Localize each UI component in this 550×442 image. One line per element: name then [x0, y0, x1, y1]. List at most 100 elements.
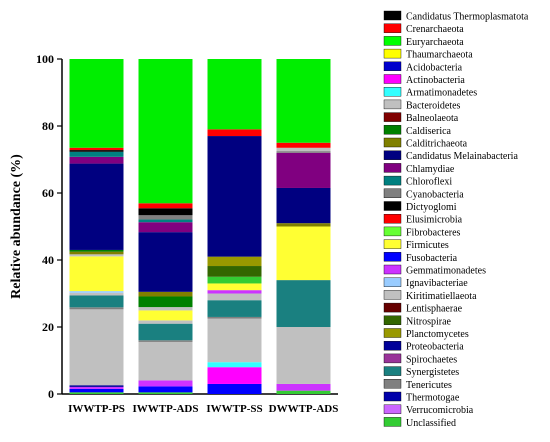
bar-segment [138, 380, 193, 387]
x-tick-label: IWWTP-ADS [132, 403, 198, 415]
bar-segment [207, 290, 262, 294]
legend-swatch [383, 175, 402, 186]
legend-label: Gemmatimonadetes [406, 266, 486, 277]
legend-label: Kiritimatiellaeota [406, 291, 477, 302]
legend-swatch [383, 150, 402, 160]
bar-segment [138, 296, 193, 308]
x-tick-label: DWWTP-ADS [269, 403, 339, 415]
bar-segment [138, 386, 193, 393]
bar-segment [207, 129, 262, 137]
legend-label: Verrucomicrobia [406, 405, 474, 416]
legend-item: Dictyoglomi [383, 201, 457, 213]
bar-segment [69, 251, 124, 255]
legend-item: Chlamydiae [383, 163, 455, 175]
legend-label: Fusobacteria [406, 253, 458, 264]
legend-item: Fusobacteria [383, 252, 458, 264]
legend-label: Proteobacteria [406, 342, 464, 353]
bar-segment [276, 147, 331, 152]
y-tick-label: 100 [36, 52, 54, 66]
legend-item: Balneolaeota [383, 112, 459, 124]
legend-item: Acidobacteria [383, 61, 463, 73]
legend-label: Tenericutes [406, 380, 452, 391]
bar-segment [69, 254, 124, 257]
legend-label: Firmicutes [406, 240, 449, 251]
legend-swatch [383, 74, 402, 84]
legend-swatch [383, 86, 402, 97]
legend-swatch [383, 213, 402, 224]
legend-item: Thaumarchaeota [383, 48, 473, 61]
bar-segment [138, 392, 193, 394]
legend-label: Euryarchaeota [406, 37, 464, 48]
legend-swatch [383, 252, 402, 262]
legend-item: Tenericutes [383, 379, 452, 391]
legend-item: Fibrobacteres [383, 226, 461, 238]
y-axis-ticks: 0 20 40 60 80 100 [36, 52, 62, 401]
bar-iwwtp-ads [138, 59, 193, 394]
legend-label: Thermotogae [406, 393, 460, 404]
bar-segment [69, 151, 124, 157]
legend-label: Spirochaetes [406, 354, 457, 365]
legend-swatch [383, 137, 402, 148]
legend-item: Caldiserica [383, 125, 452, 137]
legend-label: Actinobacteria [406, 75, 465, 86]
bar-segment [138, 215, 193, 220]
bar-segment [69, 292, 124, 296]
legend-swatch [383, 61, 402, 71]
legend-label: Synergistetes [406, 367, 459, 378]
y-tick-label: 0 [48, 387, 54, 401]
bar-segment [207, 300, 262, 317]
legend-swatch [383, 10, 402, 21]
legend-swatch [383, 366, 402, 376]
bar-segment [276, 59, 331, 143]
bar-segment [207, 367, 262, 384]
legend-item: Nitrospirae [383, 315, 452, 327]
bar-segment [69, 156, 124, 164]
bar-segment [69, 147, 124, 151]
legend-item: Chloroflexi [383, 175, 452, 188]
legend-label: Ignavibacteriae [406, 278, 468, 289]
bar-segment [138, 341, 193, 381]
legend-swatch [383, 315, 402, 325]
legend-label: Planctomycetes [406, 329, 469, 340]
legend-item: Thermotogae [383, 391, 460, 404]
legend-label: Candidatus Melainabacteria [406, 151, 518, 162]
y-tick-label: 80 [42, 119, 54, 133]
bar-segment [69, 150, 124, 152]
legend-label: Cyanobacteria [406, 189, 464, 200]
legend-swatch [383, 417, 402, 427]
bar-segment [207, 316, 262, 319]
bar-segment [138, 340, 193, 342]
bar-segment [207, 256, 262, 267]
bar-segment [276, 223, 331, 227]
legend-label: Chlamydiae [406, 164, 455, 175]
plot-area: 0 20 40 60 80 100 IWWTP-PS IWWTP-ADS IWWTP-SS DW… [9, 52, 338, 415]
legend-label: Dictyoglomi [406, 202, 457, 213]
bar-segment [138, 208, 193, 216]
legend-swatch [383, 239, 402, 249]
bar-segment [276, 383, 331, 391]
legend-swatch [383, 201, 402, 211]
legend-label: Caldiserica [406, 126, 452, 137]
y-tick-label: 40 [42, 253, 54, 267]
bar-segment [69, 59, 124, 148]
bar-segment [276, 151, 331, 153]
bar-segment [207, 362, 262, 368]
bar-segment [207, 318, 262, 363]
bar-segment [138, 291, 193, 297]
legend-item: Kiritimatiellaeota [383, 290, 477, 302]
legend-label: Unclassified [406, 418, 456, 429]
legend-swatch [383, 125, 402, 135]
bar-segment [207, 276, 262, 284]
legend-swatch [383, 226, 402, 237]
legend-item: Actinobacteria [383, 74, 465, 86]
bars [69, 59, 331, 394]
legend-item: Synergistetes [383, 366, 459, 378]
bar-segment [276, 226, 331, 281]
legend-label: Thaumarchaeota [406, 50, 473, 61]
legend-swatch [383, 353, 402, 364]
legend-label: Fibrobacteres [406, 227, 461, 238]
legend-item: Candidatus Thermoplasmatota [383, 10, 529, 23]
legend-item: Verrucomicrobia [383, 404, 474, 416]
bar-segment [138, 232, 193, 292]
